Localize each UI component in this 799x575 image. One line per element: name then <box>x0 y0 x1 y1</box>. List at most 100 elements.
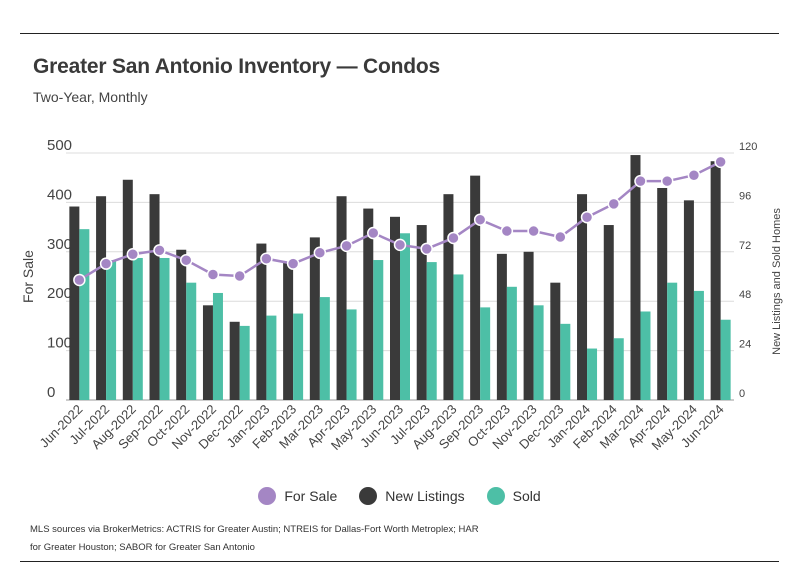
point-for-sale <box>313 246 327 260</box>
bar-new-listings <box>550 282 561 400</box>
point-for-sale <box>260 252 273 265</box>
bar-sold <box>667 282 678 400</box>
point-for-sale <box>473 213 487 226</box>
point-for-sale <box>500 224 514 238</box>
y2-axis-title: New Listings and Sold Homes <box>771 208 783 355</box>
y-tick-label: 200 <box>47 285 72 302</box>
bar-new-listings <box>577 194 588 400</box>
bar-sold <box>373 260 384 400</box>
bar-new-listings <box>657 187 668 400</box>
bar-sold <box>106 260 117 400</box>
bar-new-listings <box>470 175 481 400</box>
bar-sold <box>346 309 357 400</box>
chart-canvas: 0 100 200 300 400 500 0 24 48 72 96 120 For Sale New … <box>20 137 783 453</box>
bar-sold <box>400 233 410 400</box>
bar-new-listings <box>69 206 80 400</box>
bar-sold <box>426 262 437 400</box>
bar-sold <box>453 274 464 400</box>
legend-swatch-for-sale <box>258 487 277 505</box>
point-for-sale <box>206 268 220 281</box>
bar-sold <box>720 319 731 400</box>
y-axis-title: For Sale <box>20 250 36 303</box>
point-for-sale <box>286 257 300 270</box>
bar-new-listings <box>122 179 133 400</box>
bottom-rule <box>20 561 779 562</box>
bar-new-listings <box>176 249 187 400</box>
y-tick-label: 0 <box>47 384 55 401</box>
legend-label-new-listings: New Listings <box>385 488 465 504</box>
bar-new-listings <box>683 200 694 400</box>
bar-new-listings <box>363 208 374 400</box>
bar-sold <box>533 305 544 400</box>
y2-tick-label: 24 <box>739 339 751 351</box>
bar-sold <box>159 257 170 400</box>
y2-tick-label: 48 <box>739 289 751 301</box>
point-for-sale <box>634 174 647 188</box>
legend-item-new-listings: New Listings <box>359 487 465 505</box>
bar-new-listings <box>202 305 213 400</box>
bar-sold <box>293 313 304 400</box>
legend-item-for-sale: For Sale <box>258 487 337 505</box>
point-for-sale <box>687 168 701 182</box>
point-for-sale <box>527 224 540 238</box>
y-tick-label: 400 <box>47 186 72 203</box>
y-tick-label: 100 <box>47 335 72 352</box>
bar-new-listings <box>416 225 427 400</box>
source-note: MLS sources via BrokerMetrics: ACTRIS fo… <box>30 524 479 553</box>
y2-tick-label: 72 <box>739 240 751 252</box>
bar-sold <box>560 323 571 400</box>
y-tick-label: 500 <box>47 137 72 154</box>
bar-new-listings <box>523 251 534 400</box>
bar-new-listings <box>496 253 507 400</box>
point-for-sale <box>580 210 594 224</box>
bar-new-listings <box>710 161 721 400</box>
legend-item-sold: Sold <box>486 487 541 505</box>
legend: For Sale New Listings Sold <box>0 487 799 505</box>
point-for-sale <box>99 257 113 270</box>
chart-subtitle: Two-Year, Monthly <box>33 89 148 105</box>
bar-sold <box>186 282 197 400</box>
bar-sold <box>79 229 90 400</box>
point-for-sale <box>367 226 380 240</box>
bar-sold <box>239 325 250 400</box>
point-for-sale <box>447 231 460 245</box>
bar-sold <box>506 286 517 400</box>
point-for-sale <box>179 253 193 267</box>
point-for-sale <box>126 248 140 261</box>
point-for-sale <box>554 230 567 244</box>
legend-label-sold: Sold <box>512 488 541 504</box>
y-tick-label: 300 <box>47 236 72 253</box>
bar-sold <box>640 311 651 400</box>
bar-new-listings <box>603 225 614 400</box>
bar-new-listings <box>309 237 320 400</box>
bar-new-listings <box>630 155 641 400</box>
legend-label-for-sale: For Sale <box>284 488 338 504</box>
bar-new-listings <box>283 262 294 400</box>
y2-tick-label: 0 <box>739 388 745 400</box>
bar-new-listings <box>443 194 454 400</box>
bar-sold <box>132 257 143 400</box>
point-for-sale <box>660 174 674 188</box>
bar-sold <box>212 292 223 400</box>
y2-tick-label: 96 <box>739 190 751 202</box>
top-rule <box>20 33 779 34</box>
point-for-sale <box>420 242 433 256</box>
bar-new-listings <box>390 216 400 400</box>
legend-swatch-sold <box>486 487 505 505</box>
bar-sold <box>613 338 624 400</box>
point-for-sale <box>233 269 246 283</box>
point-for-sale <box>153 244 166 257</box>
point-for-sale <box>73 273 86 287</box>
bar-new-listings <box>96 196 107 400</box>
point-for-sale <box>340 239 353 253</box>
point-for-sale <box>714 155 727 169</box>
bar-sold <box>319 297 330 400</box>
point-for-sale <box>607 197 621 211</box>
bar-new-listings <box>256 243 267 400</box>
bar-new-listings <box>149 194 160 400</box>
point-for-sale <box>393 238 407 252</box>
bar-sold <box>693 290 704 400</box>
bar-sold <box>266 315 277 400</box>
chart-title: Greater San Antonio Inventory — Condos <box>33 55 440 78</box>
bar-new-listings <box>336 196 347 400</box>
